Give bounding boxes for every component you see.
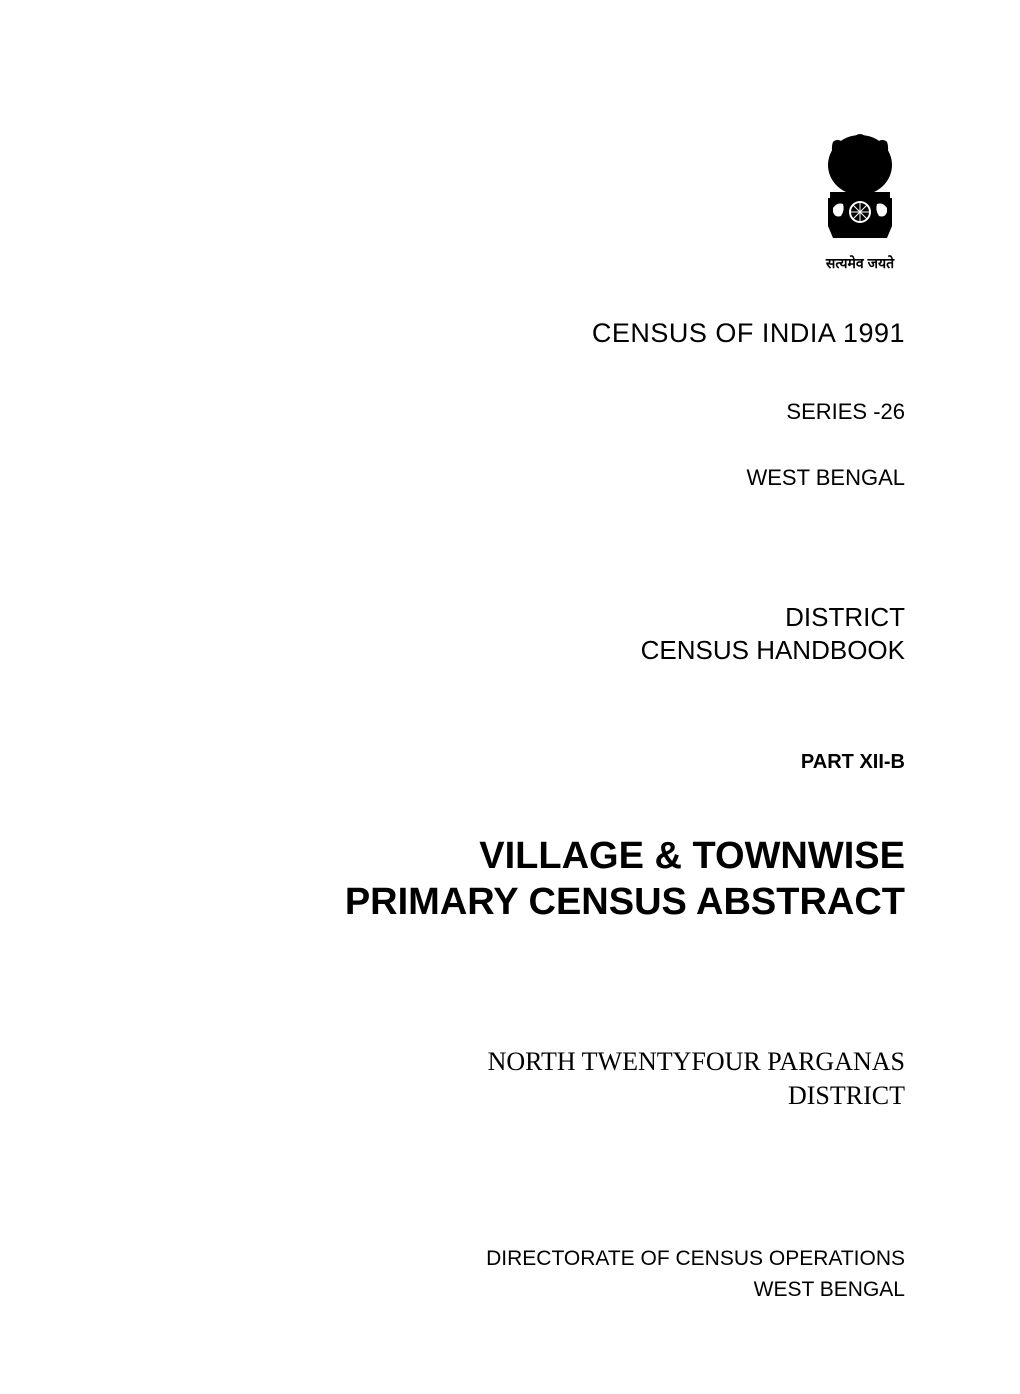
district-block: NORTH TWENTYFOUR PARGANAS DISTRICT <box>488 1045 905 1113</box>
handbook-title-block: DISTRICT CENSUS HANDBOOK <box>641 601 905 666</box>
footer-line-1: DIRECTORATE OF CENSUS OPERATIONS <box>486 1243 905 1275</box>
census-title: CENSUS OF INDIA 1991 <box>592 318 905 349</box>
document-page: सत्यमेव जयते CENSUS OF INDIA 1991 SERIES… <box>0 0 1020 1394</box>
emblem-container: सत्यमेव जयते <box>815 130 905 273</box>
footer-line-2: WEST BENGAL <box>486 1274 905 1306</box>
national-emblem-icon <box>815 130 905 250</box>
district-line-1: NORTH TWENTYFOUR PARGANAS <box>488 1045 905 1079</box>
part-label: PART XII-B <box>801 751 905 774</box>
footer-block: DIRECTORATE OF CENSUS OPERATIONS WEST BE… <box>486 1243 905 1306</box>
handbook-line-1: DISTRICT <box>641 601 905 634</box>
state-label: WEST BENGAL <box>746 465 905 491</box>
main-title-line-2: PRIMARY CENSUS ABSTRACT <box>115 880 905 926</box>
emblem-motto: सत्यमेव जयते <box>826 254 894 273</box>
district-line-2: DISTRICT <box>488 1079 905 1113</box>
handbook-line-2: CENSUS HANDBOOK <box>641 634 905 667</box>
main-title-line-1: VILLAGE & TOWNWISE <box>115 834 905 880</box>
series-label: SERIES -26 <box>786 399 905 425</box>
main-title-block: VILLAGE & TOWNWISE PRIMARY CENSUS ABSTRA… <box>115 834 905 925</box>
